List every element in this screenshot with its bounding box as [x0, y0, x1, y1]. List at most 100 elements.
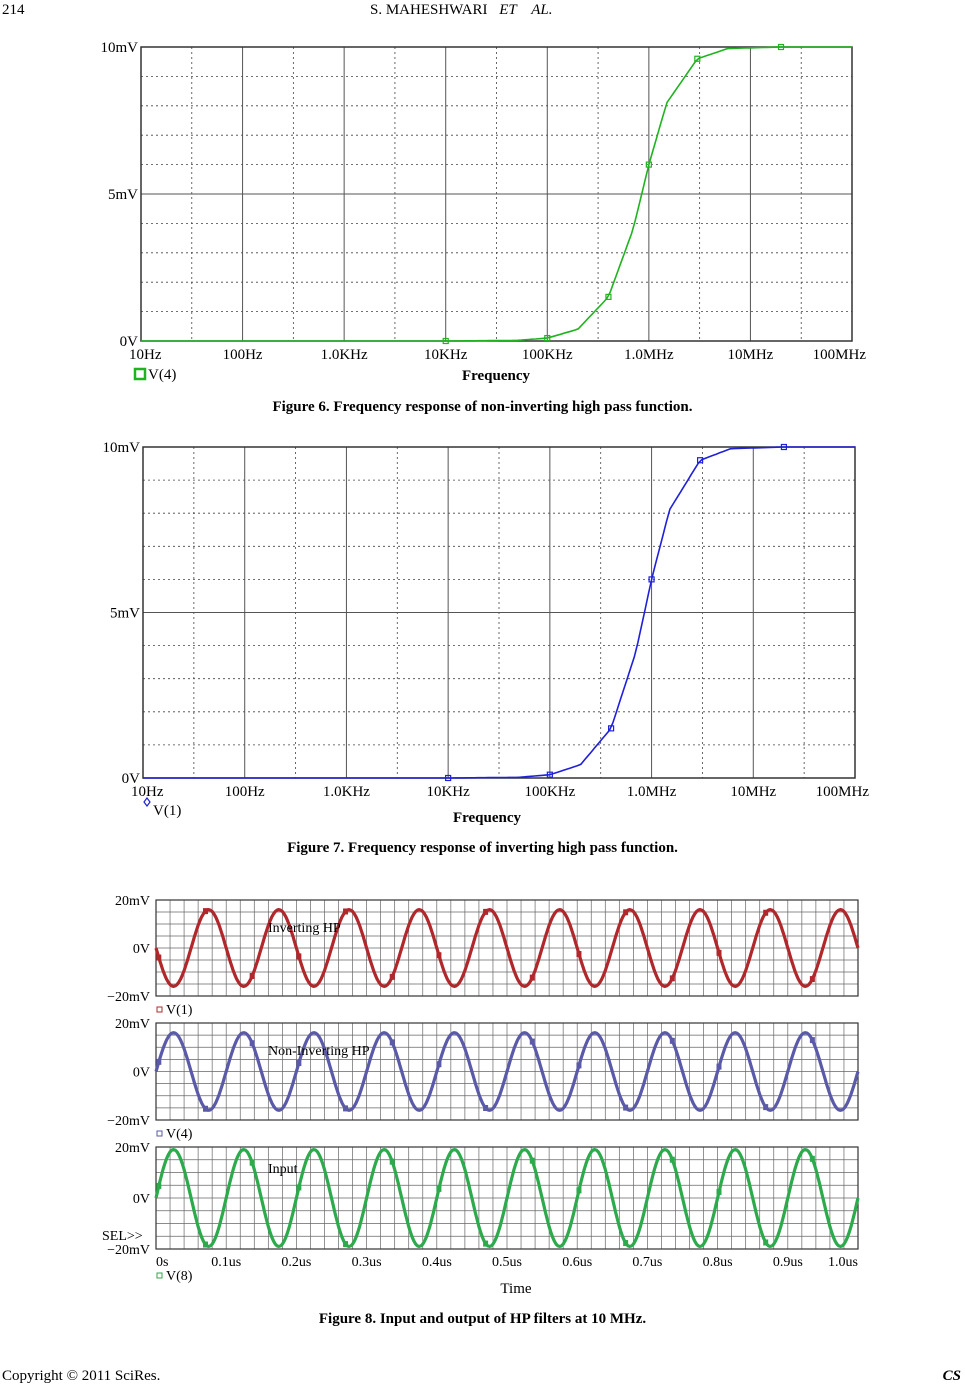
- y-tick-label: −20mV: [107, 1243, 150, 1258]
- data-point: [296, 953, 302, 960]
- data-point: [809, 976, 815, 983]
- page-number: 214: [2, 2, 25, 18]
- data-point: [249, 1159, 255, 1166]
- data-point: [389, 1039, 395, 1046]
- x-tick-label: 1.0us: [828, 1255, 858, 1270]
- series-line: [141, 46, 852, 342]
- x-tick-label: 100KHz: [522, 347, 573, 363]
- data-point: [763, 1239, 769, 1246]
- x-tick-label: 0.2us: [281, 1255, 311, 1270]
- x-tick-label: 0.8us: [703, 1255, 733, 1270]
- waveform-1: [154, 1031, 860, 1112]
- data-point: [607, 725, 615, 732]
- y-tick-label: −20mV: [107, 1114, 150, 1129]
- data-point: [546, 771, 553, 778]
- annotation: Non-Inverting HP: [268, 1044, 370, 1059]
- running-title-et-al: ET AL.: [499, 2, 553, 18]
- data-point: [809, 1037, 815, 1044]
- x-tick-label: 1.0MHz: [627, 784, 677, 800]
- data-point: [669, 1156, 675, 1163]
- data-point: [202, 1105, 208, 1112]
- y-tick-label: 0V: [133, 942, 150, 957]
- data-point: [529, 974, 535, 981]
- data-point: [576, 1062, 582, 1069]
- x-tick-label: 0s: [156, 1255, 168, 1270]
- data-point: [296, 1060, 302, 1067]
- figure-6-caption: Figure 6. Frequency response of non-inve…: [272, 399, 693, 415]
- data-point: [389, 1158, 395, 1165]
- data-point: [483, 908, 489, 915]
- x-tick-label: 0.1us: [211, 1255, 241, 1270]
- y-tick-label: 10mV: [103, 440, 141, 456]
- figure-8-chart: 20mV 0V −20mV Inverting HP V(1) 20mV 0V −20mV No…: [102, 894, 860, 1297]
- data-point: [202, 908, 208, 915]
- data-point: [697, 457, 704, 464]
- x-tick-label: 100MHz: [813, 347, 867, 363]
- data-point: [296, 1184, 302, 1191]
- y-tick-label: 20mV: [115, 894, 150, 909]
- data-point: [343, 908, 349, 915]
- data-point: [763, 1104, 769, 1111]
- waveform-2: [154, 1148, 860, 1248]
- data-point: [389, 973, 395, 980]
- legend-marker: [143, 797, 151, 807]
- running-title: S. MAHESHWARI ET AL.: [370, 2, 552, 19]
- data-point: [544, 334, 551, 342]
- figure-7-caption: Figure 7. Frequency response of invertin…: [287, 840, 678, 856]
- legend-marker: [156, 1272, 163, 1279]
- legend-marker: [156, 1130, 163, 1137]
- x-tick-label: 100MHz: [816, 784, 870, 800]
- data-point: [343, 1241, 349, 1248]
- data-point: [436, 1061, 442, 1068]
- data-point: [445, 774, 452, 782]
- x-tick-label: 10Hz: [129, 347, 162, 363]
- x-tick-label: 0.6us: [562, 1255, 592, 1270]
- data-point: [623, 909, 629, 916]
- data-point: [249, 1040, 255, 1047]
- x-tick-label: 1.0KHz: [323, 784, 370, 800]
- x-tick-label: 0.5us: [492, 1255, 522, 1270]
- data-point: [156, 954, 162, 961]
- y-tick-label: 5mV: [108, 187, 138, 203]
- y-tick-label: −20mV: [107, 990, 150, 1005]
- journal-abbreviation: CS: [942, 1368, 961, 1384]
- x-tick-label: 10KHz: [424, 347, 468, 363]
- y-tick-label: 20mV: [115, 1141, 150, 1156]
- x-axis-label: Frequency: [453, 810, 522, 826]
- data-point: [809, 1155, 815, 1162]
- y-tick-label: 5mV: [110, 606, 140, 622]
- legend-marker: [133, 367, 147, 381]
- x-axis-label: Frequency: [462, 368, 531, 384]
- x-tick-label: 10MHz: [728, 347, 774, 363]
- annotation: Inverting HP: [268, 921, 341, 936]
- data-point: [605, 293, 612, 300]
- x-tick-label: 0.3us: [352, 1255, 382, 1270]
- x-axis-label: Time: [500, 1281, 531, 1297]
- legend-label: V(4): [166, 1127, 193, 1142]
- x-tick-label: 100KHz: [524, 784, 575, 800]
- copyright-notice: Copyright © 2011 SciRes.: [2, 1368, 161, 1384]
- y-tick-label: 0V: [120, 334, 139, 350]
- data-point: [156, 1058, 162, 1065]
- data-point: [716, 949, 722, 956]
- data-point: [716, 1063, 722, 1070]
- data-point: [576, 1187, 582, 1194]
- x-tick-label: 0.7us: [632, 1255, 662, 1270]
- data-point: [436, 1185, 442, 1192]
- x-tick-label: 1.0KHz: [321, 347, 368, 363]
- data-point: [623, 1240, 629, 1247]
- data-point: [623, 1104, 629, 1111]
- data-point: [763, 909, 769, 916]
- x-tick-label: 1.0MHz: [624, 347, 674, 363]
- x-tick-label: 10Hz: [131, 784, 164, 800]
- legend-label: V(4): [148, 367, 176, 383]
- x-tick-label: 0.9us: [773, 1255, 803, 1270]
- waveform-0: [154, 908, 860, 989]
- data-point: [202, 1241, 208, 1248]
- data-point: [156, 1182, 162, 1189]
- data-point: [442, 337, 449, 345]
- data-point: [249, 972, 255, 979]
- data-point: [483, 1105, 489, 1112]
